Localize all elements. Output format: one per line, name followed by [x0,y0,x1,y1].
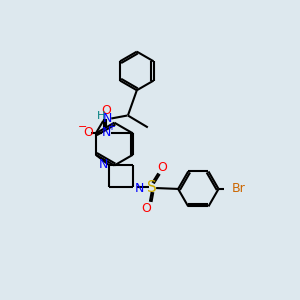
Text: S: S [147,180,157,195]
Text: O: O [83,126,93,139]
Text: O: O [158,161,168,174]
Text: N: N [98,158,108,171]
Text: Br: Br [232,182,246,195]
Text: O: O [141,202,151,215]
Text: +: + [107,122,116,132]
Text: O: O [101,104,111,117]
Text: H: H [97,110,105,121]
Text: N: N [103,112,112,125]
Text: −: − [78,122,87,132]
Text: N: N [134,182,144,194]
Text: N: N [101,126,111,139]
